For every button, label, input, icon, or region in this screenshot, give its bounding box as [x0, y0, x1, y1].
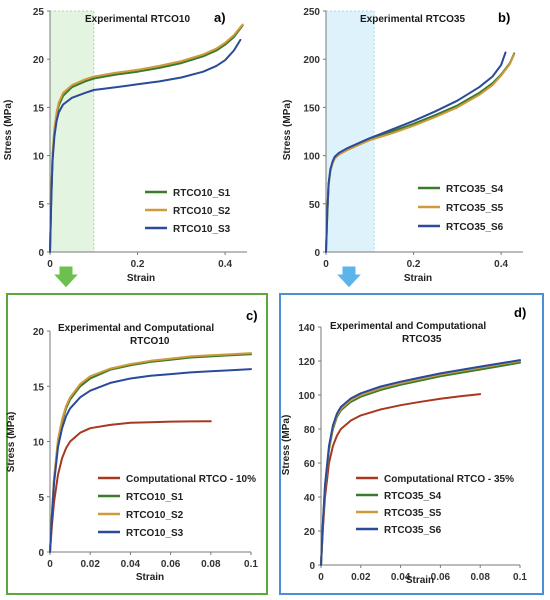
y-tick-label: 120	[298, 357, 315, 368]
x-tick-label: 0.02	[80, 559, 100, 570]
y-tick-label: 20	[33, 327, 45, 338]
panel-frame	[279, 293, 544, 595]
y-tick-label: 20	[33, 55, 45, 66]
y-axis-label: Stress (MPa)	[3, 100, 14, 161]
y-tick-label: 250	[303, 7, 320, 18]
panel-label: d)	[514, 305, 526, 320]
series-line-rtco10-s3	[49, 368, 252, 553]
series-line-rtco10-s2	[49, 23, 244, 253]
y-tick-label: 10	[33, 438, 45, 449]
y-tick-label: 80	[304, 425, 316, 436]
x-tick-label: 0.02	[351, 572, 371, 583]
y-axis-label: Stress (MPa)	[282, 100, 293, 161]
legend-label: RTCO10_S1	[173, 188, 231, 199]
x-tick-label: 0.04	[391, 572, 411, 583]
x-tick-label: 0.4	[218, 259, 232, 270]
y-tick-label: 15	[33, 382, 45, 393]
y-tick-label: 0	[314, 248, 320, 259]
x-axis-label: Strain	[404, 273, 432, 284]
y-tick-label: 50	[309, 200, 321, 211]
y-axis-label: Stress (MPa)	[281, 415, 292, 476]
chart-title-line: RTCO35	[402, 334, 442, 345]
y-tick-label: 100	[298, 391, 315, 402]
y-tick-label: 140	[298, 323, 315, 334]
x-axis-label: Strain	[406, 575, 434, 586]
y-tick-label: 0	[38, 248, 44, 259]
legend-label: RTCO10_S1	[126, 492, 184, 503]
legend-label: RTCO35_S4	[384, 491, 442, 502]
y-tick-label: 15	[33, 103, 45, 114]
x-axis-label: Strain	[136, 572, 164, 583]
series-line-rtco35-s6	[320, 359, 521, 566]
x-tick-label: 0	[47, 559, 53, 570]
y-tick-label: 60	[304, 459, 316, 470]
series-line-computational-rtco-10	[49, 420, 212, 553]
x-tick-label: 0	[323, 259, 329, 270]
y-axis-label: Stress (MPa)	[6, 412, 17, 473]
y-tick-label: 10	[33, 152, 45, 163]
panel-label: b)	[498, 10, 510, 25]
x-tick-label: 0.1	[244, 559, 258, 570]
legend-label: RTCO35_S6	[446, 222, 504, 233]
x-tick-label: 0.06	[431, 572, 451, 583]
panel-frame	[6, 293, 268, 595]
x-tick-label: 0.2	[407, 259, 421, 270]
x-tick-label: 0	[47, 259, 53, 270]
x-tick-label: 0.06	[161, 559, 181, 570]
y-tick-label: 0	[38, 548, 44, 559]
series-line-rtco10-s3	[49, 38, 242, 253]
x-tick-label: 0.08	[470, 572, 490, 583]
down-arrow-icon	[334, 265, 364, 289]
y-tick-label: 200	[303, 55, 320, 66]
series-line-rtco35-s6	[325, 51, 507, 253]
legend-label: Computational RTCO - 10%	[126, 474, 256, 485]
legend-label: Computational RTCO - 35%	[384, 474, 514, 485]
legend-label: RTCO35_S5	[384, 508, 442, 519]
x-tick-label: 0.08	[201, 559, 221, 570]
highlight-region	[325, 10, 375, 253]
y-tick-label: 100	[303, 152, 320, 163]
y-tick-label: 25	[33, 7, 45, 18]
legend-label: RTCO10_S2	[173, 206, 231, 217]
y-tick-label: 5	[38, 493, 44, 504]
legend-label: RTCO10_S2	[126, 510, 184, 521]
series-line-computational-rtco-35	[320, 393, 482, 566]
x-tick-label: 0.1	[513, 572, 527, 583]
chart-panel-a: 0 5 10 15 20 25 0 0.2 0.4 Strain Stress (MPa) Exper…	[3, 7, 247, 289]
chart-panel-b: 0 50 100 150 200 250 0 0.2 0.4 Strain Stress (MPa)…	[282, 7, 523, 289]
chart-panel-d: 0 20 40 60 80 100 120 140 0 0.02 0.04 0.06 0.08 0.1 St…	[279, 293, 544, 595]
chart-title-line: Experimental and Computational	[330, 321, 486, 332]
y-tick-label: 20	[304, 527, 316, 538]
y-tick-label: 5	[38, 200, 44, 211]
down-arrow-icon	[51, 265, 81, 289]
x-axis-label: Strain	[127, 273, 155, 284]
x-tick-label: 0.4	[494, 259, 508, 270]
legend-label: RTCO35_S4	[446, 184, 504, 195]
panel-label: c)	[246, 308, 258, 323]
legend-label: RTCO10_S3	[173, 224, 231, 235]
x-tick-label: 0.2	[131, 259, 145, 270]
chart-panel-c: 0 5 10 15 20 0 0.02 0.04 0.06 0.08 0.1 Strain Stress…	[6, 293, 268, 595]
legend-label: RTCO10_S3	[126, 528, 184, 539]
x-tick-label: 0.04	[121, 559, 141, 570]
legend-label: RTCO35_S5	[446, 203, 504, 214]
y-tick-label: 40	[304, 493, 316, 504]
y-tick-label: 0	[309, 561, 315, 572]
chart-title-line: Experimental and Computational	[58, 323, 214, 334]
chart-title: Experimental RTCO10	[85, 14, 190, 25]
chart-title-line: RTCO10	[130, 336, 170, 347]
highlight-region	[49, 10, 95, 253]
chart-title: Experimental RTCO35	[360, 14, 465, 25]
legend-label: RTCO35_S6	[384, 525, 442, 536]
panel-label: a)	[214, 10, 226, 25]
y-tick-label: 150	[303, 103, 320, 114]
x-tick-label: 0	[318, 572, 324, 583]
